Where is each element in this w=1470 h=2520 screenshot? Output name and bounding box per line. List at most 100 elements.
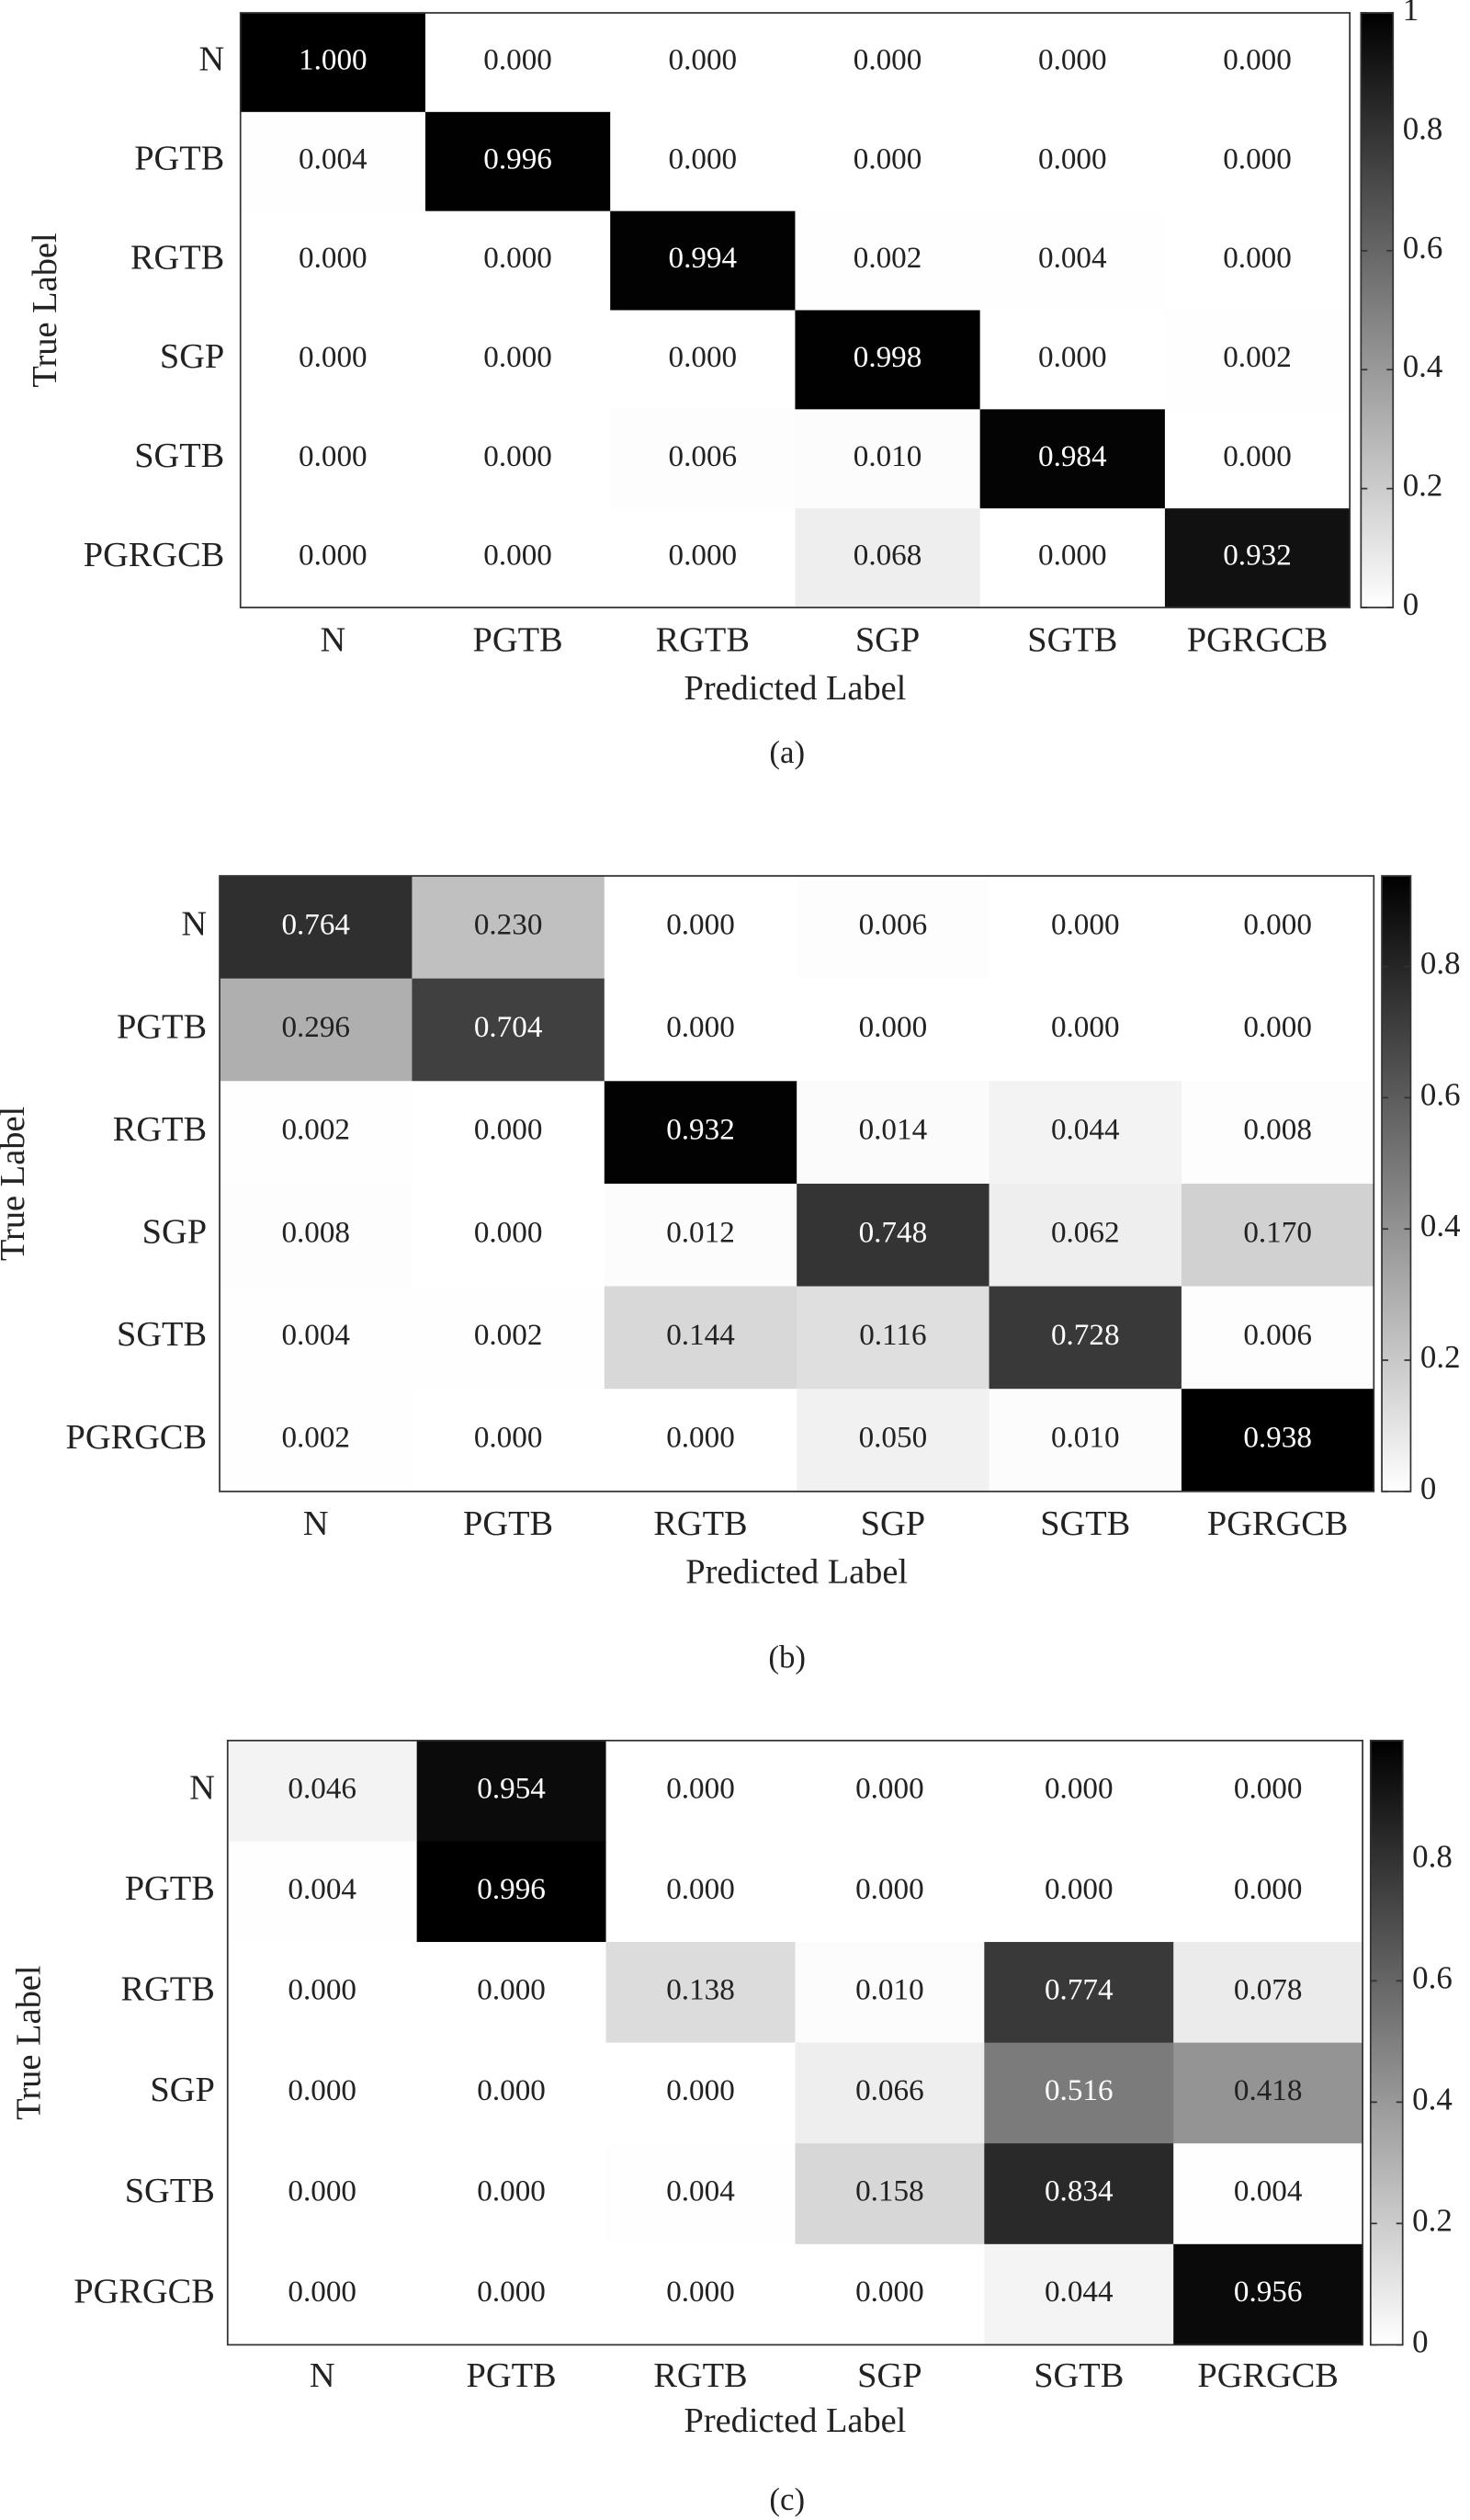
heatmap-cell (1173, 1942, 1363, 2044)
plot-frame (239, 12, 1351, 608)
cell-label: 0.994 (669, 241, 738, 275)
heatmap-cell (412, 1389, 605, 1493)
heatmap-cell (416, 2042, 607, 2144)
cell-label: 0.996 (477, 1872, 546, 1906)
heatmap-cell (795, 2042, 985, 2144)
heatmap-cell (416, 1740, 607, 1842)
heatmap-cell (605, 2042, 796, 2144)
colorbar-tick-label: 0.8 (1403, 110, 1443, 146)
colorbar-tick-label: 0.4 (1403, 348, 1443, 384)
x-tick-label: RGTB (653, 1504, 747, 1543)
cell-label: 0.748 (859, 1215, 928, 1249)
heatmap-cell (227, 2042, 418, 2144)
heatmap-cell (610, 310, 796, 410)
heatmap-cell (984, 1740, 1174, 1842)
heatmap-cell (1173, 1740, 1363, 1842)
cell-label: 0.068 (854, 539, 922, 573)
y-tick-label: SGTB (134, 437, 224, 475)
heatmap-cell (1173, 2243, 1363, 2345)
plot-frame (226, 1739, 1363, 2346)
cell-label: 0.000 (477, 2174, 546, 2208)
colorbar-tick-label: 0.6 (1412, 1959, 1453, 1995)
heatmap-cell (220, 1389, 413, 1493)
heatmap-cell (220, 978, 413, 1082)
y-tick-label: N (199, 40, 225, 79)
cell-label: 0.002 (281, 1113, 350, 1147)
y-tick-label: SGP (142, 1213, 207, 1252)
heatmap-cell (795, 12, 981, 113)
cell-label: 0.138 (666, 1972, 735, 2006)
heatmap-cell (227, 1942, 418, 2044)
cell-label: 0.000 (1051, 1010, 1120, 1044)
heatmap-cell (604, 1183, 797, 1288)
heatmap-cell (989, 1286, 1182, 1390)
heatmap-cell (240, 12, 426, 113)
heatmap-cell (1181, 1081, 1374, 1185)
cell-label: 0.008 (1243, 1113, 1312, 1147)
cell-label: 0.010 (1051, 1421, 1120, 1455)
cell-label: 0.062 (1051, 1215, 1120, 1249)
cell-label: 0.000 (669, 142, 738, 176)
y-tick-label: PGTB (117, 1007, 207, 1046)
cell-label: 0.296 (281, 1010, 350, 1044)
x-tick-label: N (303, 1504, 329, 1543)
heatmap-cell (220, 1286, 413, 1390)
cell-label: 0.006 (859, 907, 928, 941)
colorbar (1369, 1739, 1404, 2346)
heatmap-cell (984, 2042, 1174, 2144)
cell-label: 0.000 (1243, 1010, 1312, 1044)
heatmap-cell (605, 2243, 796, 2345)
y-tick-label: SGTB (117, 1315, 207, 1354)
y-tick-label: N (181, 905, 207, 944)
cell-label: 0.000 (666, 1872, 735, 1906)
heatmap-cell (797, 1286, 990, 1390)
cell-label: 0.418 (1234, 2073, 1303, 2107)
cell-label: 0.000 (474, 1215, 543, 1249)
heatmap-cell (227, 1740, 418, 1842)
heatmap-cell (984, 1942, 1174, 2044)
colorbar (1381, 875, 1412, 1493)
cell-label: 0.000 (666, 2073, 735, 2107)
cell-label: 0.000 (474, 1421, 543, 1455)
heatmap-cell (610, 111, 796, 212)
heatmap-cell (240, 111, 426, 212)
cell-label: 0.046 (288, 1771, 356, 1805)
heatmap-cell (795, 1841, 985, 1943)
heatmap-cell (424, 210, 611, 312)
y-tick-label: SGP (160, 337, 224, 376)
plot-frame (219, 875, 1375, 1493)
cell-label: 0.516 (1045, 2073, 1114, 2107)
heatmap-cell (1164, 409, 1351, 509)
cell-label: 0.050 (859, 1421, 928, 1455)
cell-label: 0.000 (1234, 1872, 1303, 1906)
heatmap-cell (1181, 1389, 1374, 1493)
colorbar-tick-label: 0.2 (1420, 1339, 1461, 1375)
cell-label: 0.000 (855, 1872, 924, 1906)
cell-label: 0.158 (855, 2174, 924, 2208)
cell-label: 0.000 (1045, 1771, 1114, 1805)
y-tick-label: SGP (150, 2071, 214, 2109)
cell-label: 0.938 (1243, 1421, 1312, 1455)
heatmap-cell (979, 409, 1166, 509)
cell-label: 0.000 (1243, 907, 1312, 941)
cell-label: 0.984 (1038, 439, 1107, 473)
cell-label: 0.000 (1051, 907, 1120, 941)
cell-label: 0.008 (281, 1215, 350, 1249)
heatmap-cell (1173, 2042, 1363, 2144)
y-tick-label: PGTB (125, 1869, 215, 1908)
y-tick-label: PGRGCB (74, 2272, 215, 2310)
heatmap-cell (605, 1942, 796, 2044)
heatmap-cell (1173, 1841, 1363, 1943)
x-tick-label: N (320, 620, 345, 659)
heatmap-cell (1164, 310, 1351, 410)
heatmap-cell (795, 2243, 985, 2345)
heatmap-cell (605, 2143, 796, 2245)
cell-label: 0.000 (855, 2275, 924, 2309)
x-tick-label: SGTB (1040, 1504, 1130, 1543)
caption: (b) (768, 1639, 806, 1674)
heatmap-cell (1164, 508, 1351, 608)
heatmap-cell (416, 2143, 607, 2245)
colorbar-tick-label: 0.6 (1420, 1076, 1461, 1112)
heatmap-cell (240, 210, 426, 312)
heatmap-cell (412, 1183, 605, 1288)
